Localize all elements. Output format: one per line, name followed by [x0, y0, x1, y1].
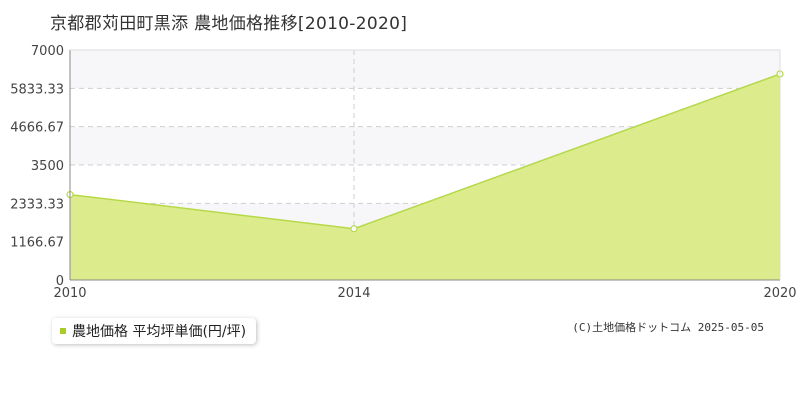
copyright-text: (C)土地価格ドットコム 2025-05-05: [572, 321, 764, 334]
y-tick-label: 4666.67: [10, 121, 64, 136]
x-tick-label: 2010: [53, 286, 86, 301]
y-tick-label: 2333.33: [10, 197, 64, 212]
legend: 農地価格 平均坪単価(円/坪): [52, 318, 257, 344]
x-tick-label: 2020: [763, 286, 796, 301]
y-tick-label: 7000: [31, 44, 64, 59]
series-area: [70, 73, 780, 280]
y-tick-label: 5833.33: [10, 82, 64, 97]
y-tick-label: 0: [56, 274, 64, 289]
grid-band: [70, 50, 780, 89]
data-point: [350, 225, 358, 233]
y-tick-label: 1166.67: [10, 236, 64, 251]
x-tick-label: 2014: [337, 286, 370, 301]
chart-title: 京都郡苅田町黒添 農地価格推移[2010-2020]: [50, 14, 408, 34]
y-tick-label: 3500: [31, 159, 64, 174]
legend-marker: [60, 328, 66, 334]
legend-label: 農地価格 平均坪単価(円/坪): [72, 324, 247, 340]
